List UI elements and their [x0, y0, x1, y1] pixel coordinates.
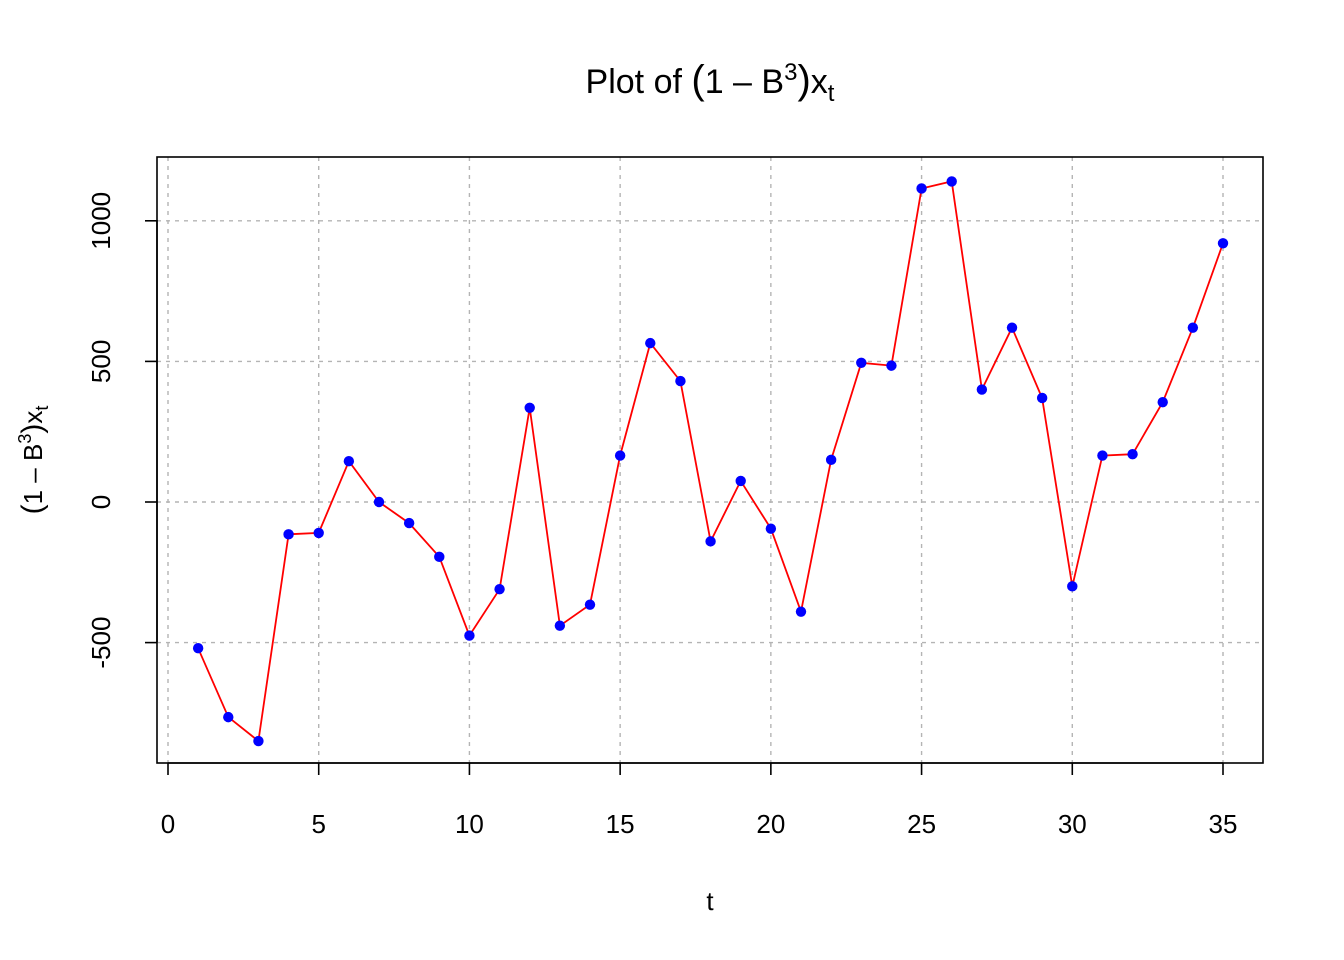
data-point	[1036, 392, 1048, 404]
data-point	[253, 735, 264, 747]
y-axis: -500 0 500 1000	[86, 192, 158, 669]
title-part: x	[811, 63, 828, 101]
y-tick-label: -500	[86, 617, 116, 669]
data-point	[584, 599, 596, 610]
y-tick-label: 1000	[86, 192, 116, 250]
data-point	[765, 523, 777, 534]
data-point	[675, 375, 686, 387]
data-point	[554, 620, 566, 631]
y-tick-label: 500	[86, 340, 116, 383]
data-point	[1067, 581, 1078, 592]
svg-text:(1 – B3)xt: (1 – B3)xt	[15, 406, 52, 515]
series-layer	[192, 176, 1229, 747]
y-axis-title: (1 – B3)xt	[15, 406, 52, 515]
data-point	[856, 357, 867, 369]
chart-title: Plot of (1 – B3)xt	[586, 58, 835, 107]
x-tick-label: 5	[311, 809, 325, 839]
x-axis: 0 5 10 15 20 25 30 35	[161, 762, 1238, 839]
x-tick-label: 10	[455, 809, 484, 839]
ylabel-part: x	[18, 411, 48, 424]
ylabel-part: (	[16, 504, 49, 514]
data-point	[403, 517, 415, 529]
data-point	[494, 583, 505, 595]
data-point	[614, 450, 626, 461]
x-tick-label: 15	[606, 809, 635, 839]
title-part: (	[691, 58, 705, 102]
data-point	[373, 496, 385, 508]
data-point	[886, 360, 897, 371]
title-part: 1 – B	[705, 63, 784, 101]
ylabel-part: )	[16, 424, 49, 434]
data-point	[524, 402, 535, 413]
title-part: )	[797, 58, 810, 102]
data-point	[946, 176, 957, 187]
ylabel-part: t	[32, 406, 52, 411]
ylabel-part: 3	[15, 434, 35, 444]
x-tick-label: 25	[907, 809, 936, 839]
data-point	[192, 643, 204, 654]
plot-frame	[156, 156, 1264, 764]
data-point	[283, 529, 294, 540]
data-point	[1187, 322, 1199, 333]
data-point	[464, 630, 475, 641]
data-point	[1127, 448, 1138, 460]
title-part: Plot of	[586, 63, 692, 101]
data-point	[343, 456, 355, 467]
data-point	[1097, 450, 1108, 461]
data-point	[795, 606, 807, 617]
data-point	[916, 183, 927, 194]
x-tick-label: 30	[1058, 809, 1087, 839]
x-tick-label: 0	[161, 809, 175, 839]
data-point	[976, 384, 988, 395]
title-part: 3	[784, 59, 797, 86]
data-point	[825, 454, 837, 466]
grid	[157, 157, 1263, 763]
svg-text:Plot of (1 – B3)xt: Plot of (1 – B3)xt	[586, 58, 835, 107]
data-point	[313, 527, 324, 539]
data-point	[1006, 322, 1018, 333]
data-point	[223, 711, 234, 723]
data-point	[1157, 396, 1168, 408]
title-part: t	[828, 80, 835, 107]
x-tick-label: 35	[1209, 809, 1238, 839]
data-point	[735, 475, 746, 487]
data-point	[645, 337, 656, 349]
y-tick-label: 0	[86, 495, 116, 509]
x-axis-title: t	[706, 886, 714, 916]
data-point	[705, 536, 716, 547]
ylabel-part: 1 – B	[18, 444, 48, 505]
data-point	[1217, 238, 1229, 249]
data-point	[434, 551, 445, 563]
x-tick-label: 20	[756, 809, 785, 839]
